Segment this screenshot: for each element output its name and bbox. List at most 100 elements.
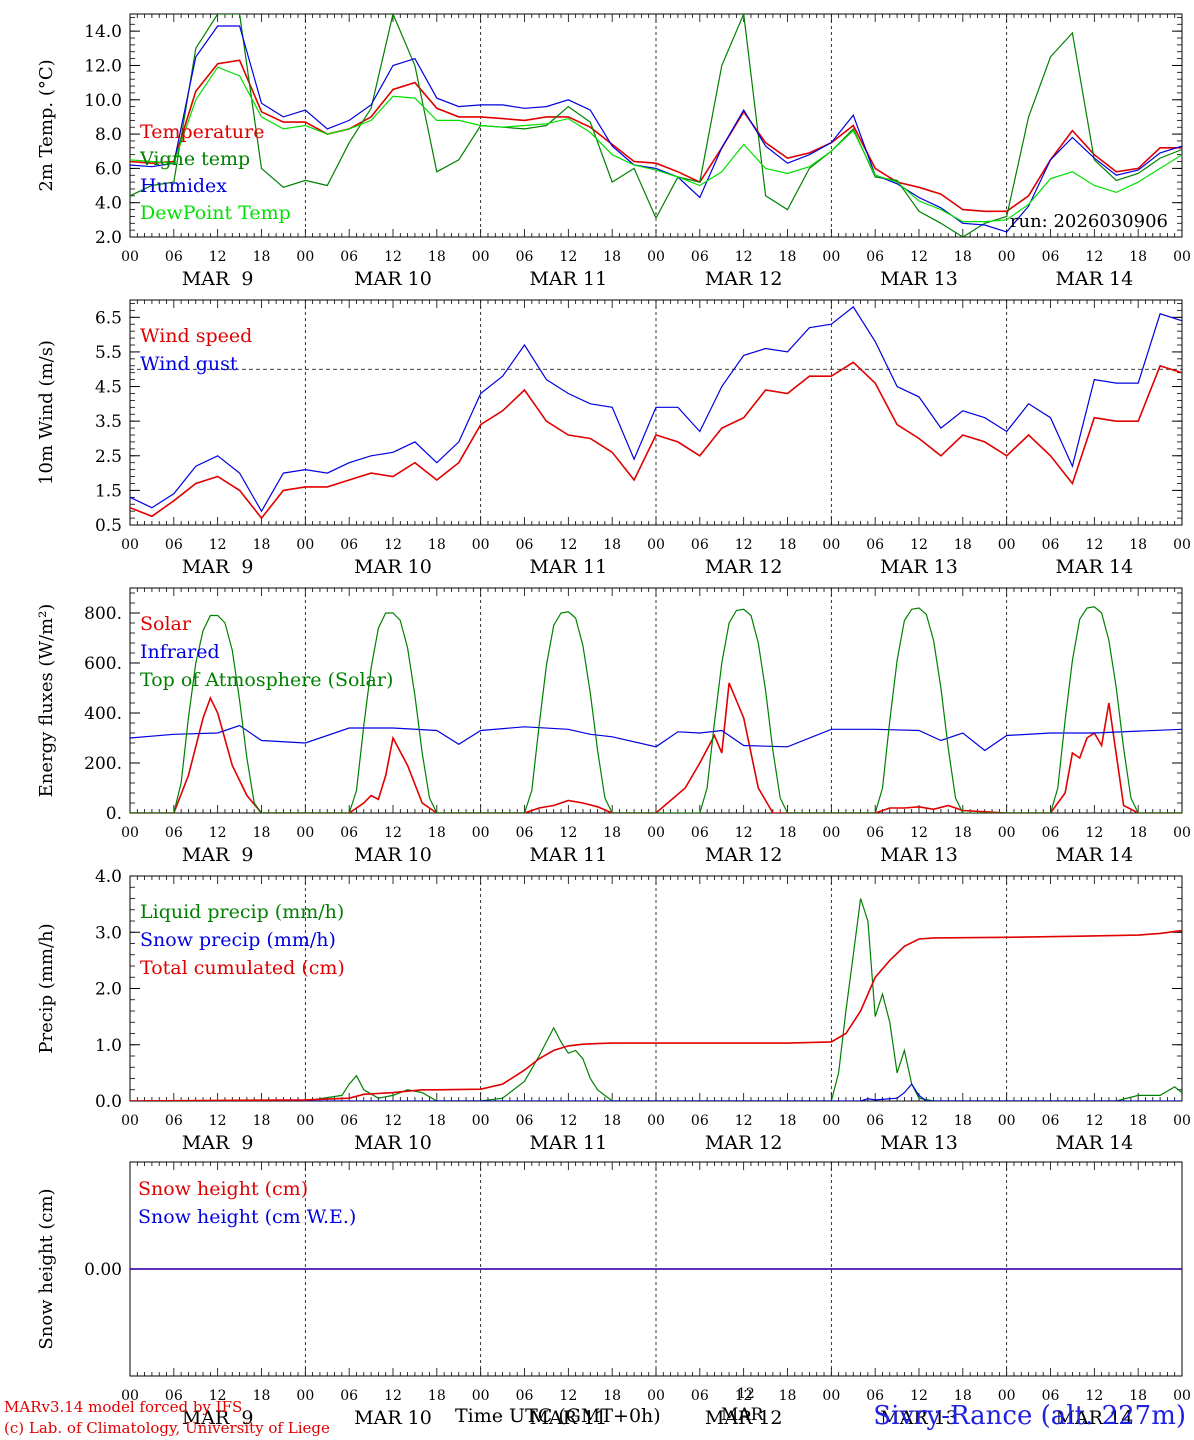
- x-tick-label: 06: [516, 825, 534, 841]
- day-label: MAR 13: [880, 556, 958, 578]
- x-tick-label: 18: [954, 1113, 972, 1129]
- y-tick-label: 0.: [106, 804, 122, 824]
- x-tick-label: 18: [1129, 1113, 1147, 1129]
- series-line-total-cumulated-cm-: [130, 929, 1182, 1101]
- x-tick-label: 18: [1129, 249, 1147, 265]
- x-tick-label: 18: [428, 537, 446, 553]
- station-label: Sivry-Rance (alt. 227m): [873, 1401, 1186, 1431]
- x-tick-label: 06: [1042, 825, 1060, 841]
- legend-entry: Top of Atmosphere (Solar): [140, 669, 393, 691]
- y-tick-label: 2.5: [95, 447, 122, 467]
- x-tick-label: 18: [253, 537, 271, 553]
- y-tick-label: 6.0: [95, 159, 122, 179]
- x-tick-label: 12: [735, 1113, 753, 1129]
- legend-entry: Wind gust: [140, 353, 238, 375]
- legend-entry: Total cumulated (cm): [140, 957, 345, 979]
- y-axis-label: Energy fluxes (W/m²): [36, 604, 57, 798]
- x-tick-label: 06: [1042, 537, 1060, 553]
- x-tick-label: 06: [165, 1113, 183, 1129]
- legend-entry: Vigne temp: [139, 148, 250, 170]
- x-tick-label: 00: [1173, 1388, 1191, 1404]
- x-tick-label: 18: [428, 825, 446, 841]
- x-tick-label: 06: [691, 1113, 709, 1129]
- x-tick-label: 06: [866, 249, 884, 265]
- x-tick-label: 12: [910, 825, 928, 841]
- day-label: MAR 10: [354, 268, 432, 290]
- x-tick-label: 00: [296, 537, 314, 553]
- x-tick-label: 12: [735, 825, 753, 841]
- x-tick-label: 00: [472, 825, 490, 841]
- x-tick-label: 12: [1085, 1388, 1103, 1404]
- x-tick-label: 06: [866, 1388, 884, 1404]
- footer-tick-number: 12: [737, 1386, 755, 1402]
- x-tick-label: 12: [384, 249, 402, 265]
- x-tick-label: 06: [340, 825, 358, 841]
- x-tick-label: 18: [954, 537, 972, 553]
- x-tick-label: 12: [384, 537, 402, 553]
- y-tick-label: 14.0: [84, 22, 122, 42]
- x-tick-label: 06: [1042, 1388, 1060, 1404]
- day-label: MAR 11: [529, 268, 607, 290]
- x-tick-label: 06: [691, 825, 709, 841]
- x-tick-label: 06: [516, 249, 534, 265]
- x-tick-label: 00: [998, 249, 1016, 265]
- x-tick-label: 12: [559, 825, 577, 841]
- x-tick-label: 18: [954, 825, 972, 841]
- legend-entry: Snow height (cm): [138, 1178, 308, 1200]
- day-label: MAR 10: [354, 844, 432, 866]
- y-axis-label: 10m Wind (m/s): [36, 340, 57, 485]
- day-label: MAR 10: [354, 1407, 432, 1429]
- run-label: run: 2026030906: [1010, 211, 1168, 232]
- precip-panel: 00 06 12 18 00 06 12 18 00 06 12 18 00 06 12 18 00 06 12 18…: [36, 867, 1191, 1154]
- x-tick-label: 00: [296, 1388, 314, 1404]
- energy-panel: 00 06 12 18 00 06 12 18 00 06 12 18 00 06 12 18 00 06 12 18…: [36, 587, 1191, 866]
- x-tick-label: 18: [779, 1113, 797, 1129]
- y-tick-label: 4.0: [95, 194, 122, 214]
- x-tick-label: 18: [428, 1113, 446, 1129]
- x-tick-label: 00: [822, 249, 840, 265]
- x-tick-label: 12: [1085, 1113, 1103, 1129]
- x-tick-label: 00: [998, 1113, 1016, 1129]
- x-tick-label: 00: [822, 825, 840, 841]
- x-tick-label: 06: [691, 537, 709, 553]
- y-tick-label: 4.0: [95, 867, 122, 887]
- x-tick-label: 00: [296, 1113, 314, 1129]
- x-tick-label: 12: [559, 1388, 577, 1404]
- x-tick-label: 18: [779, 537, 797, 553]
- y-tick-label: 5.5: [95, 343, 122, 363]
- x-tick-label: 00: [822, 1113, 840, 1129]
- x-tick-label: 06: [1042, 249, 1060, 265]
- x-tick-label: 18: [253, 1113, 271, 1129]
- day-label: MAR 12: [705, 1132, 783, 1154]
- x-tick-label: 00: [998, 537, 1016, 553]
- x-tick-label: 00: [647, 825, 665, 841]
- legend-entry: DewPoint Temp: [140, 202, 291, 224]
- x-tick-label: 18: [428, 249, 446, 265]
- x-tick-label: 00: [472, 249, 490, 265]
- y-tick-label: 400.: [84, 704, 122, 724]
- y-tick-label: 3.5: [95, 412, 122, 432]
- x-tick-label: 00: [998, 1388, 1016, 1404]
- x-tick-label: 12: [735, 1388, 753, 1404]
- x-tick-label: 12: [209, 1388, 227, 1404]
- x-tick-label: 00: [647, 249, 665, 265]
- y-tick-label: 800.: [84, 604, 122, 624]
- x-tick-label: 18: [1129, 537, 1147, 553]
- x-tick-label: 00: [1173, 537, 1191, 553]
- series-line-humidex: [130, 25, 1182, 233]
- series-line-vigne-temp: [130, 14, 1182, 237]
- x-tick-label: 06: [516, 1388, 534, 1404]
- footer-tick-month: MAR: [721, 1405, 764, 1425]
- y-tick-label: 0.0: [95, 1092, 122, 1112]
- time-axis-title: Time UTC (GMT+0h): [455, 1405, 661, 1427]
- x-tick-label: 18: [603, 249, 621, 265]
- series-line-wind-gust: [130, 306, 1182, 513]
- series-line-wind-speed: [130, 361, 1182, 520]
- day-label: MAR 13: [880, 1407, 958, 1429]
- y-tick-label: 10.0: [84, 91, 122, 111]
- x-tick-label: 12: [1085, 825, 1103, 841]
- x-tick-label: 06: [866, 537, 884, 553]
- day-label: MAR 9: [182, 844, 254, 866]
- x-tick-label: 06: [165, 1388, 183, 1404]
